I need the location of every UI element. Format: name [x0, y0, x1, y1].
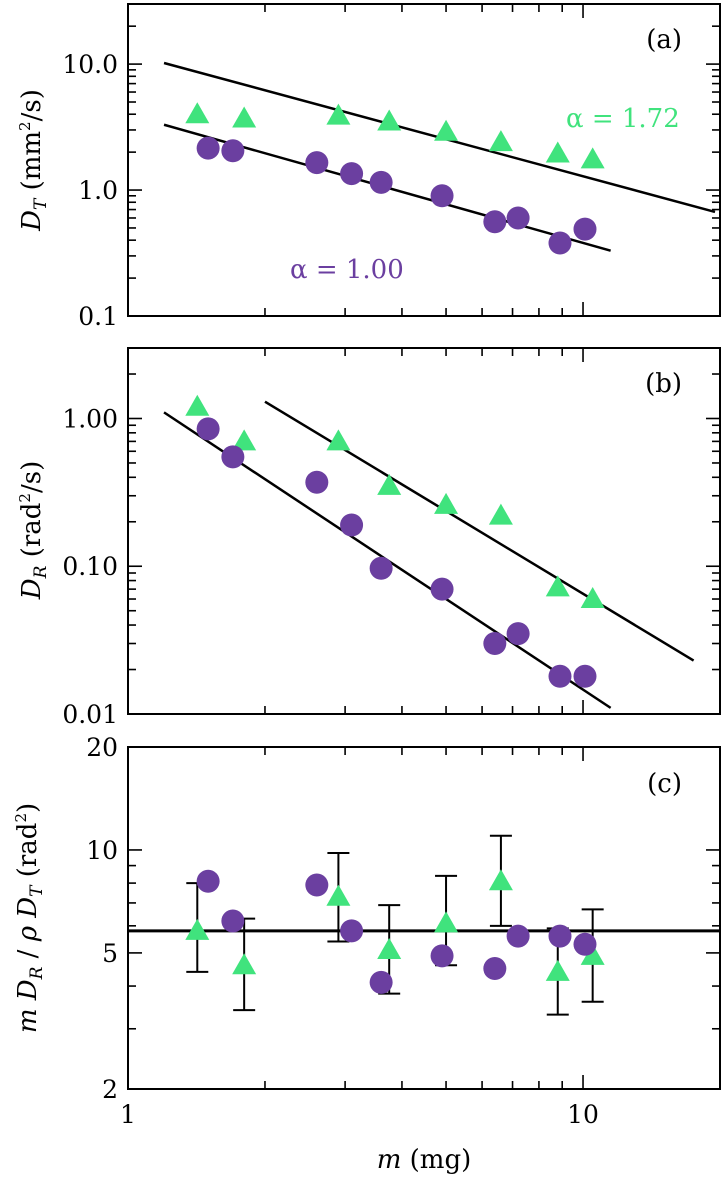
- y-tick-label: 10.0: [62, 50, 118, 79]
- triangle-point: [326, 103, 351, 125]
- circle-point: [506, 924, 530, 948]
- y-tick-label: 0.1: [78, 302, 118, 331]
- circle-point: [483, 632, 507, 656]
- circle-point: [573, 217, 597, 241]
- triangle-point: [185, 918, 210, 940]
- circle-point: [196, 136, 220, 160]
- triangle-point: [545, 141, 570, 163]
- triangle-point: [326, 884, 351, 906]
- panel-b-frame: [127, 347, 721, 715]
- circle-point: [196, 869, 220, 893]
- circle-point: [430, 944, 454, 968]
- triangle-point: [377, 473, 402, 495]
- circle-point: [430, 577, 454, 601]
- panel-c-ylabel: m DR / ρ DT (rad2): [12, 803, 47, 1033]
- circle-point: [221, 445, 245, 469]
- circle-point: [506, 622, 530, 646]
- circle-point: [369, 970, 393, 994]
- y-tick-label: 0.01: [62, 700, 118, 729]
- triangle-point: [545, 575, 570, 597]
- y-tick-label: 1.00: [62, 404, 118, 433]
- circle-point: [221, 139, 245, 163]
- circle-point: [305, 151, 329, 175]
- panel-c-label: (c): [647, 769, 682, 799]
- circle-point: [483, 957, 507, 981]
- triangle-point: [580, 587, 605, 609]
- triangle-point: [434, 911, 459, 933]
- circle-point: [340, 162, 364, 186]
- triangle-point: [185, 102, 210, 124]
- y-tick-label: 0.10: [62, 552, 118, 581]
- triangle-point: [488, 869, 513, 891]
- triangle-point: [434, 119, 459, 141]
- triangle-point: [232, 106, 257, 128]
- triangle-point: [232, 429, 257, 451]
- panel-b-ylabel: DR (rad2/s): [16, 461, 51, 600]
- y-tick-label: 20: [86, 733, 118, 762]
- triangle-point: [185, 394, 210, 416]
- triangle-point: [580, 943, 605, 965]
- circle-point: [369, 170, 393, 194]
- panel-b-label: (b): [645, 369, 682, 399]
- triangle-point: [434, 492, 459, 514]
- alpha-triangle-annotation: α = 1.72: [566, 104, 680, 134]
- panel-c-frame: [127, 746, 721, 1090]
- circle-point: [548, 231, 572, 255]
- triangle-point: [377, 937, 402, 959]
- panel-a-frame: [127, 3, 721, 317]
- y-tick-label: 2: [102, 1075, 118, 1104]
- triangle-point: [488, 503, 513, 525]
- triangle-point: [580, 147, 605, 169]
- y-tick-label: 5: [102, 939, 118, 968]
- triangle-point: [545, 959, 570, 981]
- alpha-circle-annotation: α = 1.00: [290, 255, 404, 285]
- panel-a: (a) α = 1.72 α = 1.00 DT (mm2/s) 0.1 1.0 1…: [16, 3, 721, 331]
- circle-point: [548, 924, 572, 948]
- circle-point: [548, 664, 572, 688]
- y-tick-label: 10: [86, 836, 118, 865]
- circle-point: [221, 909, 245, 933]
- triangle-point: [377, 109, 402, 131]
- x-axis-label: m (mg): [377, 1145, 472, 1175]
- triangle-point: [232, 953, 257, 975]
- circle-point: [573, 664, 597, 688]
- circle-point: [196, 417, 220, 441]
- circle-point: [305, 873, 329, 897]
- x-tick-label: 10: [567, 1100, 599, 1129]
- circle-point: [340, 919, 364, 943]
- panel-c: (c) m DR / ρ DT (rad2) m (mg) 2 5 10 20 1 10: [12, 733, 721, 1175]
- circle-point: [305, 470, 329, 494]
- panel-a-label: (a): [646, 25, 682, 55]
- circle-point: [506, 206, 530, 230]
- y-tick-label: 1.0: [78, 176, 118, 205]
- triangle-point: [326, 429, 351, 451]
- circle-point: [340, 513, 364, 537]
- triangle-point: [488, 130, 513, 152]
- circle-point: [483, 210, 507, 234]
- circle-point: [573, 932, 597, 956]
- panel-a-ylabel: DT (mm2/s): [16, 89, 51, 232]
- x-tick-label: 1: [120, 1100, 136, 1129]
- circle-point: [430, 184, 454, 208]
- panel-b: (b) DR (rad2/s) 0.01 0.10 1.00: [16, 347, 721, 729]
- circle-point: [369, 556, 393, 580]
